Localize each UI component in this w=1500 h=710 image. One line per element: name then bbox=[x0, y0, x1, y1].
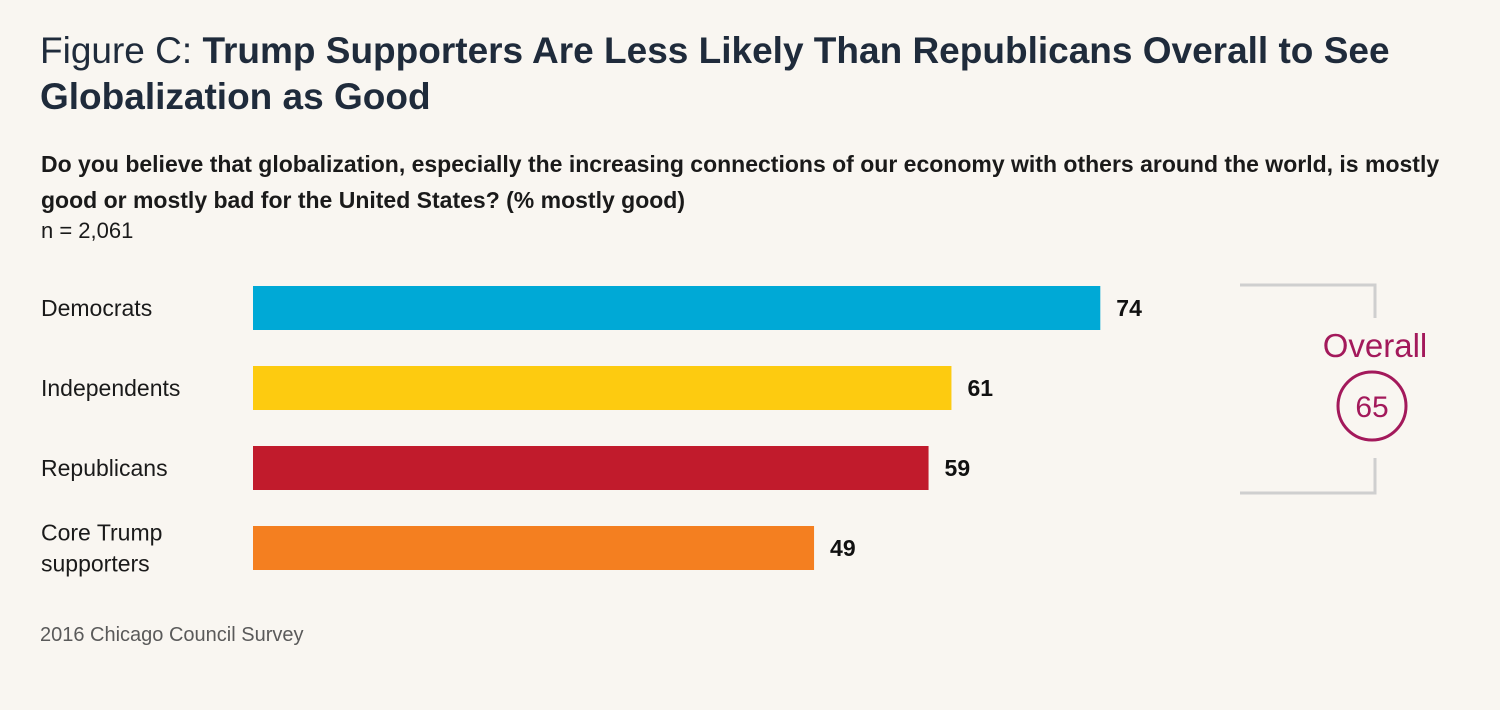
bracket-top bbox=[1240, 283, 1377, 318]
sample-size: n = 2,061 bbox=[41, 218, 134, 243]
bracket-bottom bbox=[1240, 458, 1377, 495]
value-label-0: 74 bbox=[1116, 295, 1142, 321]
category-label-line: Republicans bbox=[41, 455, 168, 481]
title-prefix: Figure C: bbox=[40, 30, 193, 71]
overall-circle bbox=[1336, 370, 1408, 442]
category-label-line: Core Trump bbox=[41, 520, 162, 546]
bar-2 bbox=[253, 446, 929, 490]
value-label-1: 61 bbox=[967, 375, 993, 401]
overall-label: Overall bbox=[1323, 327, 1428, 364]
bar-1 bbox=[253, 366, 952, 410]
survey-question: Do you believe that globalization, espec… bbox=[41, 151, 1440, 213]
chart-title: Figure C: Trump Supporters Are Less Like… bbox=[40, 28, 1470, 120]
category-label-1: Independents bbox=[41, 375, 180, 401]
category-label-3: Core Trump supporters bbox=[41, 520, 162, 577]
category-label-line: supporters bbox=[41, 551, 150, 577]
bars-layer: 74 Democrats 61 Independents 59 Republicans 49… bbox=[41, 286, 1142, 577]
category-label-line: Democrats bbox=[41, 295, 152, 321]
bar-3 bbox=[253, 526, 815, 570]
title-main: Trump Supporters Are Less Likely Than Re… bbox=[40, 30, 1390, 117]
value-label-3: 49 bbox=[830, 535, 856, 561]
category-label-0: Democrats bbox=[41, 295, 152, 321]
bar-0 bbox=[253, 286, 1101, 330]
category-label-line: Independents bbox=[41, 375, 180, 401]
overall-callout: Overall 65 bbox=[1240, 283, 1428, 495]
source-note: 2016 Chicago Council Survey bbox=[40, 624, 304, 646]
overall-value: 65 bbox=[1355, 391, 1388, 424]
value-label-2: 59 bbox=[945, 455, 971, 481]
category-label-2: Republicans bbox=[41, 455, 168, 481]
